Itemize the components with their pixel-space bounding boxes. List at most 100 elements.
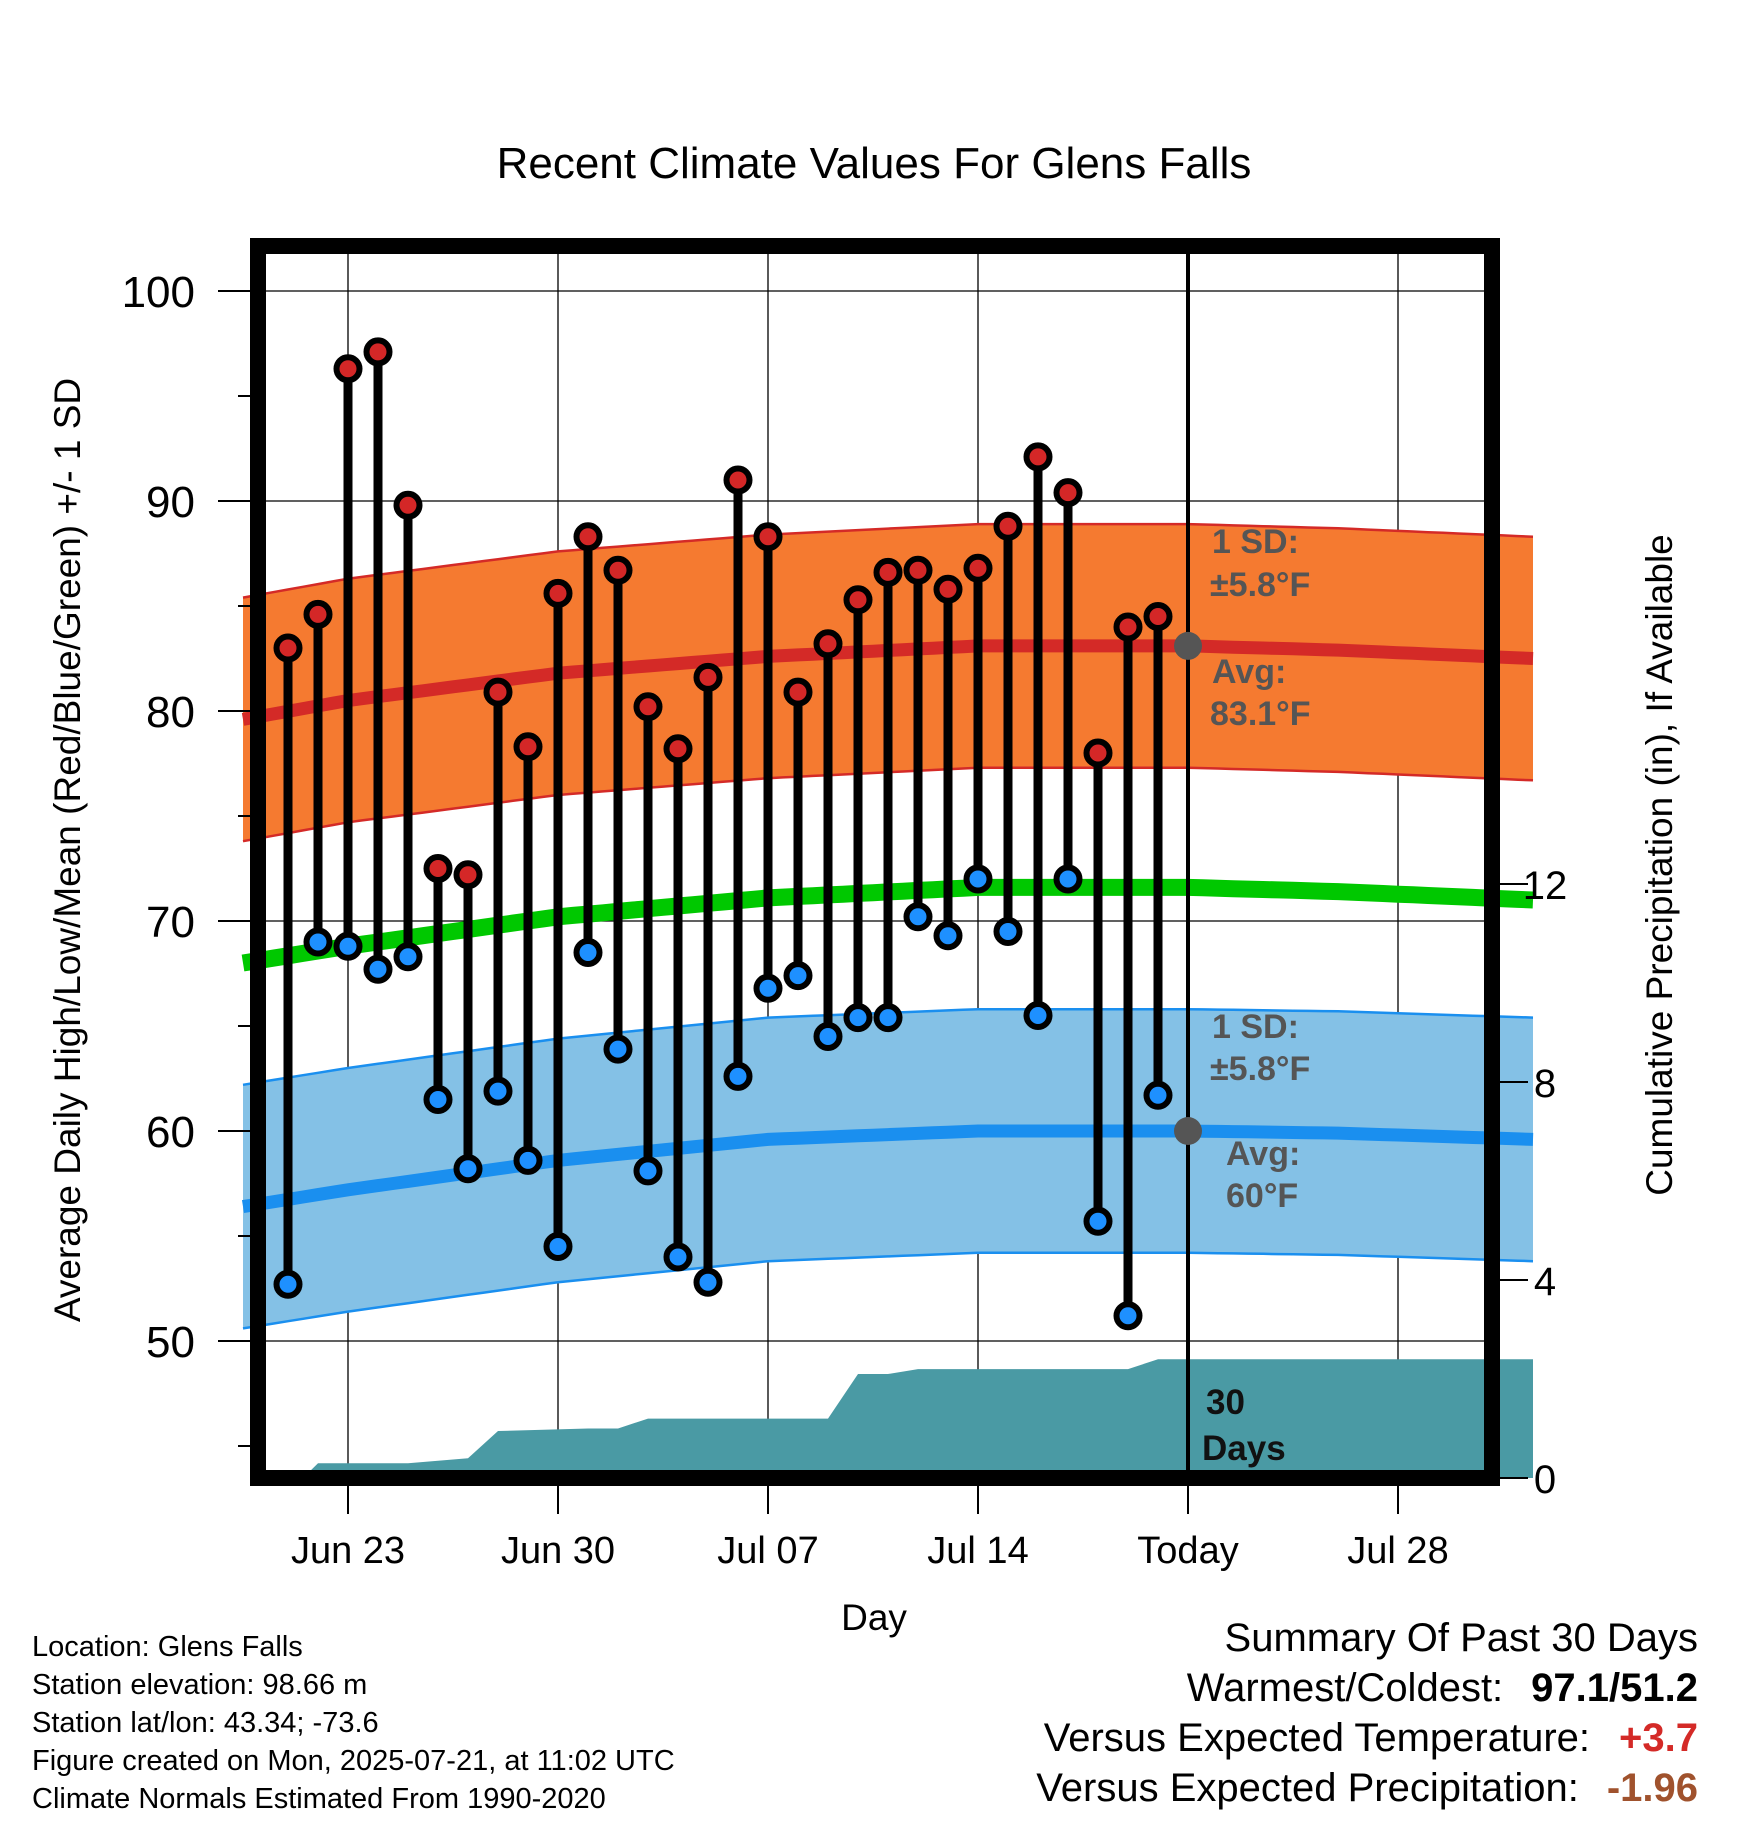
daily-low-point	[1053, 864, 1083, 894]
daily-low-point	[303, 927, 333, 957]
today-marker	[1174, 246, 1202, 1478]
daily-high-point	[993, 511, 1023, 541]
station-info: Location: Glens Falls Station elevation:…	[32, 1628, 675, 1818]
daily-high-point	[633, 692, 663, 722]
daily-high-point	[543, 578, 573, 608]
daily-low-point	[933, 921, 963, 951]
daily-low-point	[813, 1022, 843, 1051]
daily-low-point	[513, 1145, 543, 1175]
daily-low-point	[1143, 1080, 1173, 1110]
y2-tick-label: 0	[1534, 1458, 1556, 1502]
warm-cold-value: 97.1/51.2	[1531, 1666, 1698, 1710]
daily-high-point	[873, 557, 903, 587]
summary-heading: Summary Of Past 30 Days	[1224, 1616, 1698, 1660]
summary-panel: Summary Of Past 30 Days Warmest/Coldest:…	[1036, 1613, 1698, 1813]
daily-high-point	[1023, 442, 1053, 472]
temp-value: +3.7	[1619, 1716, 1698, 1760]
daily-high-point	[1083, 738, 1113, 768]
daily-low-point	[543, 1232, 573, 1261]
daily-low-point	[663, 1242, 693, 1272]
daily-low-point	[753, 973, 783, 1003]
precip-label: Versus Expected Precipitation:	[1036, 1766, 1579, 1810]
x-axis-label: Day	[841, 1597, 907, 1638]
daily-low-point	[723, 1061, 753, 1091]
today-normal-high-dot	[1174, 631, 1202, 660]
latlon-text: Station lat/lon: 43.34; -73.6	[32, 1707, 379, 1739]
temp-label: Versus Expected Temperature:	[1043, 1716, 1590, 1760]
daily-low-point	[273, 1269, 303, 1299]
summary-temp-row: Versus Expected Temperature: +3.7	[1036, 1713, 1698, 1763]
daily-range-bars	[273, 337, 1173, 1331]
y-tick-label: 80	[146, 688, 195, 737]
daily-high-point	[393, 490, 423, 520]
low-sd-label: 1 SD:	[1212, 1008, 1299, 1046]
high-sd-label: 1 SD:	[1212, 523, 1299, 561]
location-text: Location: Glens Falls	[32, 1631, 303, 1663]
daily-low-point	[603, 1034, 633, 1064]
daily-high-point	[483, 677, 513, 707]
x-tick-label: Jun 23	[291, 1530, 405, 1572]
today-normal-low-dot	[1174, 1117, 1202, 1145]
daily-low-point	[1023, 1001, 1053, 1030]
chart-title: Recent Climate Values For Glens Falls	[497, 139, 1252, 188]
plot-frame	[250, 238, 1500, 1486]
daily-low-point	[423, 1085, 453, 1114]
y-tick-label: 90	[146, 478, 195, 527]
daily-high-point	[1053, 478, 1083, 508]
daily-low-point	[363, 954, 393, 984]
y-tick-label: 60	[146, 1108, 195, 1157]
daily-low-point	[693, 1267, 723, 1297]
daily-high-point	[723, 465, 753, 495]
window-label-1: 30	[1206, 1383, 1245, 1422]
daily-high-point	[273, 633, 303, 663]
daily-low-point	[993, 917, 1023, 946]
daily-high-point	[453, 860, 483, 890]
daily-high-point	[963, 553, 993, 583]
y-tick-label: 50	[146, 1318, 195, 1367]
summary-precip-row: Versus Expected Precipitation: -1.96	[1036, 1763, 1698, 1813]
annotations: 1 SD: ±5.8°F Avg: 83.1°F 1 SD: ±5.8°F Av…	[1202, 523, 1311, 1468]
daily-high-point	[513, 732, 543, 762]
cumulative-precip-area	[243, 1359, 1533, 1478]
daily-high-point	[1143, 602, 1173, 631]
y2-axis-label: Cumulative Precipitation (in), If Availa…	[1639, 534, 1680, 1196]
daily-high-point	[843, 585, 873, 615]
warm-cold-label: Warmest/Coldest:	[1186, 1666, 1504, 1710]
daily-high-point	[573, 522, 603, 552]
daily-low-point	[783, 961, 813, 991]
y2-tick-label: 8	[1534, 1062, 1556, 1106]
y-tick-label: 70	[146, 898, 195, 947]
daily-high-point	[753, 522, 783, 552]
daily-low-point	[453, 1154, 483, 1184]
daily-high-point	[303, 599, 333, 629]
daily-low-point	[573, 938, 603, 967]
high-avg-value: 83.1°F	[1210, 695, 1311, 733]
daily-high-point	[783, 677, 813, 707]
daily-high-point	[813, 629, 843, 659]
x-tick-label: Jul 14	[927, 1530, 1028, 1572]
daily-low-point	[843, 1003, 873, 1033]
summary-warm-cold-row: Warmest/Coldest: 97.1/51.2	[1036, 1663, 1698, 1713]
daily-high-point	[693, 662, 723, 692]
daily-low-point	[1113, 1301, 1143, 1331]
high-avg-label: Avg:	[1212, 653, 1286, 691]
low-sd-value: ±5.8°F	[1210, 1050, 1310, 1088]
y-tick-label: 100	[122, 268, 195, 317]
daily-high-point	[1113, 612, 1143, 642]
daily-low-point	[963, 864, 993, 894]
low-sd-lower-edge	[242, 1251, 1534, 1330]
created-text: Figure created on Mon, 2025-07-21, at 11…	[32, 1745, 675, 1777]
window-label-2: Days	[1202, 1429, 1286, 1468]
daily-low-point	[633, 1156, 663, 1186]
x-tick-label: Today	[1137, 1530, 1238, 1572]
daily-low-point	[873, 1003, 903, 1033]
daily-high-point	[423, 854, 453, 883]
y-axis-label: Average Daily High/Low/Mean (Red/Blue/Gr…	[47, 378, 88, 1322]
daily-low-point	[903, 902, 933, 932]
y2-tick-label: 12	[1523, 864, 1568, 908]
y2-tick-label: 4	[1534, 1260, 1556, 1304]
x-tick-label: Jul 28	[1347, 1530, 1448, 1572]
elevation-text: Station elevation: 98.66 m	[32, 1669, 368, 1701]
x-tick-label: Jun 30	[501, 1530, 615, 1572]
